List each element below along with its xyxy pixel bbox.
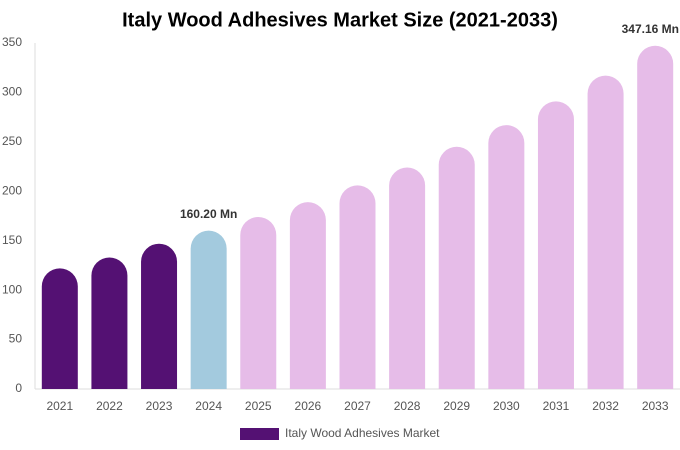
bar xyxy=(339,185,376,389)
bar xyxy=(240,216,277,389)
y-tick-label: 300 xyxy=(2,85,22,99)
y-tick-label: 200 xyxy=(2,183,22,197)
y-tick-label: 150 xyxy=(2,233,22,247)
bar xyxy=(389,167,426,389)
data-label: 347.16 Mn xyxy=(622,22,679,36)
bar xyxy=(41,268,78,389)
y-tick-label: 50 xyxy=(9,332,23,346)
bar xyxy=(438,146,475,389)
bar xyxy=(587,75,624,389)
x-tick-label: 2030 xyxy=(493,399,520,413)
y-tick-label: 350 xyxy=(2,35,22,49)
x-tick-label: 2025 xyxy=(245,399,272,413)
bar xyxy=(141,243,178,389)
x-tick-label: 2033 xyxy=(642,399,669,413)
bar xyxy=(289,202,326,389)
bar xyxy=(91,257,128,389)
x-tick-label: 2022 xyxy=(96,399,123,413)
legend-label: Italy Wood Adhesives Market xyxy=(285,426,440,440)
y-tick-label: 100 xyxy=(2,282,22,296)
x-tick-label: 2021 xyxy=(46,399,73,413)
x-tick-label: 2027 xyxy=(344,399,371,413)
chart-title: Italy Wood Adhesives Market Size (2021-2… xyxy=(122,9,558,31)
x-tick-label: 2032 xyxy=(592,399,619,413)
bar xyxy=(637,45,674,389)
data-label: 160.20 Mn xyxy=(180,207,237,221)
legend-swatch xyxy=(240,428,279,440)
y-tick-label: 0 xyxy=(15,381,22,395)
x-tick-label: 2026 xyxy=(295,399,322,413)
x-tick-label: 2023 xyxy=(146,399,173,413)
x-tick-label: 2024 xyxy=(195,399,222,413)
x-tick-label: 2029 xyxy=(443,399,470,413)
bar xyxy=(190,230,227,389)
x-tick-label: 2028 xyxy=(394,399,421,413)
y-tick-label: 250 xyxy=(2,134,22,148)
bar xyxy=(537,101,574,389)
bar xyxy=(488,125,525,389)
x-tick-label: 2031 xyxy=(543,399,570,413)
